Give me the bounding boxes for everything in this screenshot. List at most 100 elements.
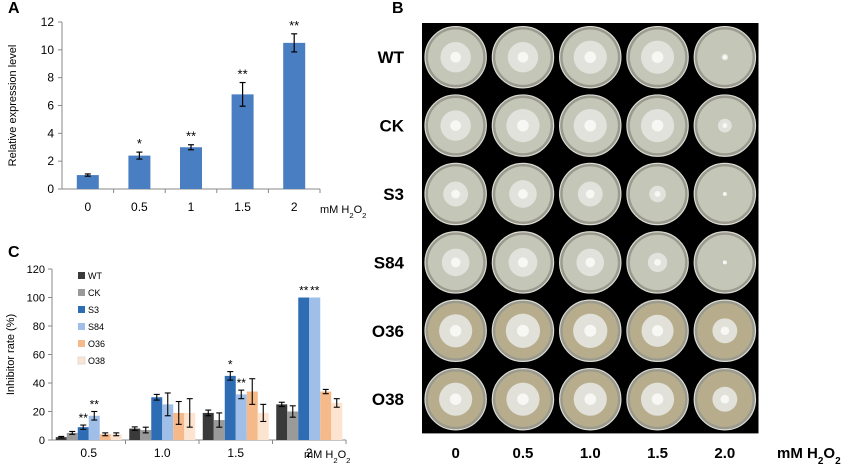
plate-unit-label: mM H2O2 — [777, 445, 841, 466]
bar-o38 — [110, 434, 122, 440]
agar-medium — [629, 234, 686, 291]
bar-ck — [287, 411, 299, 440]
bar-wt — [129, 428, 141, 440]
colony-center — [516, 324, 529, 337]
colony-growth — [649, 185, 666, 203]
colony-center — [720, 394, 730, 404]
agar-medium — [428, 29, 484, 85]
petri-dish — [693, 231, 757, 294]
petri-dish — [558, 231, 622, 294]
panel-label-c: C — [8, 244, 20, 261]
agar-medium — [495, 29, 551, 85]
bar-s84 — [88, 415, 100, 440]
colony-growth — [439, 382, 473, 416]
x-axis-unit-label: mM H2O2 — [320, 204, 366, 220]
petri-dish — [558, 94, 622, 157]
colony-center — [722, 123, 728, 129]
colony-growth — [573, 109, 607, 143]
petri-dish — [626, 231, 689, 294]
colony-growth — [717, 118, 732, 133]
colony-growth — [505, 313, 541, 348]
petri-dish — [558, 25, 622, 89]
plate-column-label: 0 — [451, 445, 459, 462]
plate-column-label: 1.5 — [647, 445, 668, 462]
agar-medium — [428, 97, 484, 154]
significance-mark: ** — [90, 398, 100, 412]
y-tick-label: 12 — [41, 15, 55, 29]
agar-medium — [629, 97, 686, 154]
colony-growth — [712, 386, 738, 412]
panel-label-a: A — [8, 0, 20, 17]
bar-s84 — [235, 394, 247, 440]
agar-medium — [495, 97, 551, 154]
bar-o38 — [257, 412, 269, 440]
petri-dish — [491, 231, 555, 294]
significance-mark: ** — [310, 284, 320, 298]
colony-center — [450, 257, 461, 268]
bar-ck — [66, 432, 78, 440]
colony-center — [451, 189, 461, 199]
petri-dish — [424, 231, 487, 294]
legend-label-s3: S3 — [88, 305, 99, 315]
colony-center — [584, 324, 597, 337]
agar-medium — [562, 371, 618, 427]
bar-s84 — [162, 404, 174, 440]
legend-label-o38: O38 — [88, 356, 105, 366]
colony-center — [654, 191, 661, 197]
legend-label-o36: O36 — [88, 339, 105, 349]
bar-wt — [55, 437, 67, 440]
petri-dish — [626, 94, 689, 157]
colony-growth — [508, 248, 538, 277]
agar-medium — [495, 166, 551, 222]
bar-o36 — [173, 412, 185, 440]
colony-growth — [506, 109, 540, 143]
plate-grid-background — [422, 23, 759, 434]
bar-s3 — [224, 375, 236, 440]
agar-medium — [428, 303, 484, 359]
y-tick-label: 60 — [33, 350, 45, 362]
petri-dish — [693, 25, 757, 89]
bar — [283, 42, 306, 189]
y-tick-label: 80 — [33, 321, 45, 333]
plate-column-label: 1.0 — [580, 445, 601, 462]
petri-dish — [491, 94, 555, 157]
colony-center — [449, 324, 462, 337]
petri-dish — [558, 162, 622, 226]
agar-medium — [697, 234, 753, 291]
bar — [128, 155, 151, 189]
colony-center — [720, 326, 730, 336]
colony-center — [450, 51, 461, 63]
plate-row-label: S3 — [383, 185, 404, 204]
significance-mark: * — [137, 136, 142, 151]
significance-mark: ** — [299, 284, 309, 298]
legend-swatch-o38 — [77, 356, 86, 365]
y-tick-label: 2 — [47, 154, 54, 168]
petri-dish — [424, 299, 487, 363]
agar-medium — [562, 97, 618, 154]
x-tick-label: 1 — [188, 200, 195, 214]
legend-label-ck: CK — [88, 288, 101, 298]
agar-medium — [629, 29, 686, 85]
colony-growth — [576, 248, 605, 277]
bar — [231, 94, 254, 189]
colony-center — [651, 393, 664, 406]
colony-center — [651, 51, 664, 64]
colony-growth — [506, 382, 540, 416]
colony-growth — [712, 318, 738, 344]
y-tick-label: 120 — [27, 264, 45, 276]
significance-mark: ** — [238, 67, 248, 82]
colony-center — [585, 189, 595, 199]
x-tick-label: 2 — [291, 200, 298, 214]
colony-center — [585, 257, 596, 268]
x-tick-label: 1.5 — [234, 200, 251, 214]
colony-growth — [441, 248, 470, 277]
petri-dish — [424, 162, 487, 226]
legend-label-s84: S84 — [88, 322, 104, 332]
colony-growth — [439, 314, 473, 348]
agar-medium — [697, 29, 753, 85]
agar-medium — [428, 371, 484, 427]
petri-dish — [693, 367, 757, 431]
colony-growth — [721, 53, 729, 61]
colony-center — [517, 51, 529, 63]
